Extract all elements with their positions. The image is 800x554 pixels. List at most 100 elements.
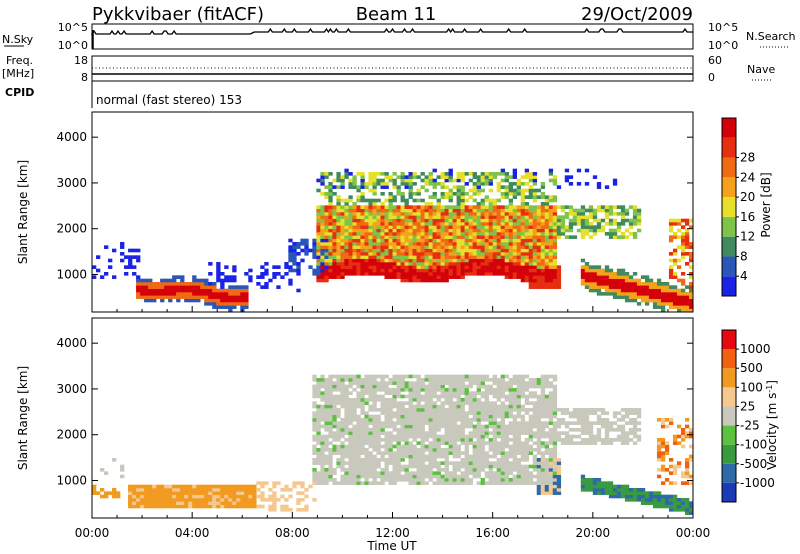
data-cell: [440, 468, 445, 472]
colorbar-segment: [722, 197, 736, 217]
data-cell: [352, 265, 357, 269]
data-cell: [448, 218, 453, 223]
data-cell: [356, 242, 361, 246]
data-cell: [468, 172, 473, 176]
data-cell: [552, 478, 558, 482]
data-cell: [308, 248, 313, 253]
data-cell: [580, 225, 586, 229]
data-cell: [188, 292, 193, 296]
data-cell: [504, 398, 509, 402]
data-cell: [588, 278, 594, 283]
data-cell: [472, 428, 477, 432]
data-cell: [220, 285, 225, 289]
data-cell: [364, 454, 369, 459]
data-cell: [536, 451, 542, 455]
data-cell: [332, 431, 337, 435]
data-cell: [436, 242, 441, 246]
data-cell: [636, 302, 642, 306]
data-cell: [236, 285, 241, 289]
data-cell: [684, 302, 690, 306]
data-cell: [488, 481, 493, 485]
data-cell: [560, 438, 566, 442]
data-cell: [568, 428, 574, 432]
data-cell: [316, 218, 321, 223]
data-cell: [316, 438, 321, 442]
data-cell: [676, 288, 682, 293]
data-cell: [688, 431, 694, 435]
data-cell: [380, 228, 385, 233]
data-cell: [432, 471, 437, 475]
data-cell: [416, 222, 421, 226]
data-cell: [388, 454, 393, 459]
data-cell: [272, 484, 277, 489]
data-cell: [508, 255, 513, 259]
data-cell: [208, 295, 213, 299]
data-cell: [504, 381, 509, 385]
data-cell: [528, 414, 534, 419]
data-cell: [632, 222, 638, 226]
data-cell: [468, 471, 473, 475]
data-cell: [500, 444, 505, 449]
data-cell: [468, 374, 473, 379]
data-cell: [464, 458, 469, 462]
colorbar-segment: [722, 256, 736, 277]
data-cell: [356, 232, 361, 236]
data-cell: [448, 438, 453, 442]
data-cell: [664, 282, 670, 286]
data-cell: [476, 378, 481, 382]
data-cell: [476, 268, 481, 273]
data-cell: [448, 172, 453, 176]
data-cell: [420, 218, 425, 223]
data-cell: [320, 175, 325, 179]
data-cell: [428, 478, 433, 482]
data-cell: [332, 398, 337, 402]
data-cell: [356, 414, 361, 419]
data-cell: [604, 481, 610, 485]
data-cell: [416, 212, 421, 216]
data-cell: [520, 272, 526, 276]
data-cell: [104, 494, 109, 499]
data-cell: [552, 225, 558, 229]
data-cell: [592, 175, 598, 179]
data-cell: [668, 258, 674, 263]
data-cell: [512, 398, 518, 402]
data-cell: [324, 401, 329, 405]
data-cell: [468, 464, 473, 469]
data-cell: [432, 434, 437, 439]
data-cell: [608, 208, 614, 213]
data-cell: [580, 258, 586, 263]
data-cell: [396, 235, 401, 239]
data-cell: [196, 498, 201, 502]
data-cell: [404, 388, 409, 392]
data-cell: [332, 451, 337, 455]
data-cell: [508, 404, 513, 409]
data-cell: [556, 468, 562, 472]
data-cell: [496, 208, 501, 213]
data-cell: [656, 295, 662, 299]
data-cell: [548, 232, 554, 236]
data-cell: [232, 491, 237, 495]
data-cell: [224, 484, 229, 489]
data-cell: [664, 444, 670, 449]
data-cell: [412, 431, 417, 435]
data-cell: [264, 481, 269, 485]
data-cell: [512, 451, 518, 455]
data-cell: [356, 458, 361, 462]
data-cell: [448, 248, 453, 253]
data-cell: [400, 448, 405, 452]
data-cell: [528, 428, 534, 432]
data-cell: [444, 408, 449, 412]
data-cell: [364, 182, 369, 186]
data-cell: [388, 434, 393, 439]
data-cell: [580, 232, 586, 236]
data-cell: [548, 471, 554, 475]
data-cell: [448, 418, 453, 422]
data-cell: [428, 391, 433, 395]
data-cell: [328, 212, 333, 216]
data-cell: [348, 398, 353, 402]
data-cell: [440, 175, 445, 179]
data-cell: [472, 182, 477, 186]
data-cell: [132, 504, 137, 509]
data-cell: [420, 228, 425, 233]
